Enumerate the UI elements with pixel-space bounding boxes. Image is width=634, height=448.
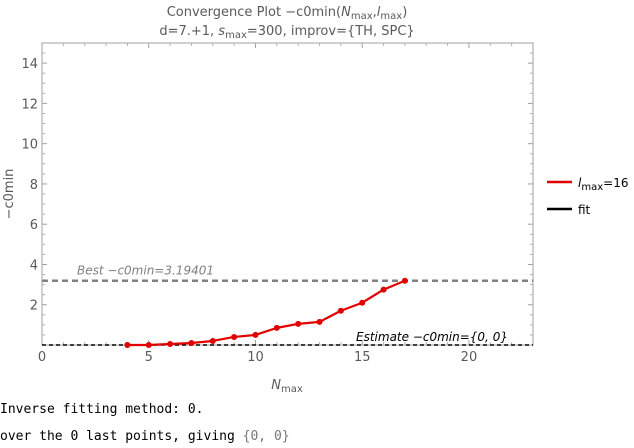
- x-tick-label: 15: [354, 350, 371, 365]
- y-tick-label: 10: [21, 138, 38, 153]
- data-point: [209, 337, 216, 344]
- y-tick-label: 4: [30, 258, 38, 273]
- console-line-2: over the 0 last points, giving {0, 0}: [0, 429, 290, 444]
- x-tick-label: 5: [145, 350, 153, 365]
- series-line-0: [127, 279, 406, 347]
- data-point: [188, 339, 195, 346]
- x-tick-label: 10: [247, 350, 264, 365]
- legend: lmax=16 fit: [547, 176, 628, 217]
- console-result-value: {0, 0}: [242, 429, 290, 444]
- data-point: [167, 340, 174, 347]
- y-tick-label: 6: [30, 218, 38, 233]
- best-reference-label: Best −c0min=3.19401: [77, 264, 214, 278]
- y-tick-label: 12: [21, 97, 38, 112]
- data-point: [124, 342, 131, 348]
- data-point: [359, 299, 366, 306]
- console-line-1: Inverse fitting method: 0.: [0, 402, 204, 417]
- x-tick-label: 0: [38, 350, 46, 365]
- data-series: [124, 277, 408, 348]
- data-point: [231, 333, 238, 340]
- data-point: [337, 307, 344, 314]
- x-axis-label: Nmax: [271, 378, 303, 395]
- estimate-reference-label: Estimate −c0min={0, 0}: [356, 330, 508, 344]
- data-point: [252, 331, 259, 338]
- y-tick-label: 14: [21, 57, 38, 72]
- y-tick-label: 8: [30, 178, 38, 193]
- data-point: [273, 324, 280, 331]
- reference-lines: Best −c0min=3.19401 Estimate −c0min={0, 0…: [42, 264, 533, 346]
- data-point: [401, 277, 408, 284]
- data-point: [316, 318, 323, 325]
- y-tick-label: 2: [30, 299, 38, 314]
- plot-frame: [41, 42, 534, 346]
- data-point: [380, 286, 387, 293]
- console-line-2-text: over the 0 last points, giving: [0, 429, 243, 444]
- convergence-chart: Convergence Plot −c0min(Nmax,lmax) d=7.+…: [2, 5, 628, 395]
- y-axis-label: −c0min: [2, 169, 17, 220]
- chart-title: Convergence Plot −c0min(Nmax,lmax): [167, 5, 408, 22]
- data-point: [145, 342, 152, 348]
- x-tick-label: 20: [461, 350, 478, 365]
- legend-label-fit: fit: [578, 203, 591, 217]
- data-point: [295, 320, 302, 327]
- axis-ticks: 0 5 10 15 20 2 4 6 8 10 12 14: [21, 43, 533, 365]
- chart-subtitle: d=7.+1, smax=300, improv={TH, SPC}: [159, 24, 414, 41]
- legend-label-lmax16: lmax=16: [578, 176, 628, 193]
